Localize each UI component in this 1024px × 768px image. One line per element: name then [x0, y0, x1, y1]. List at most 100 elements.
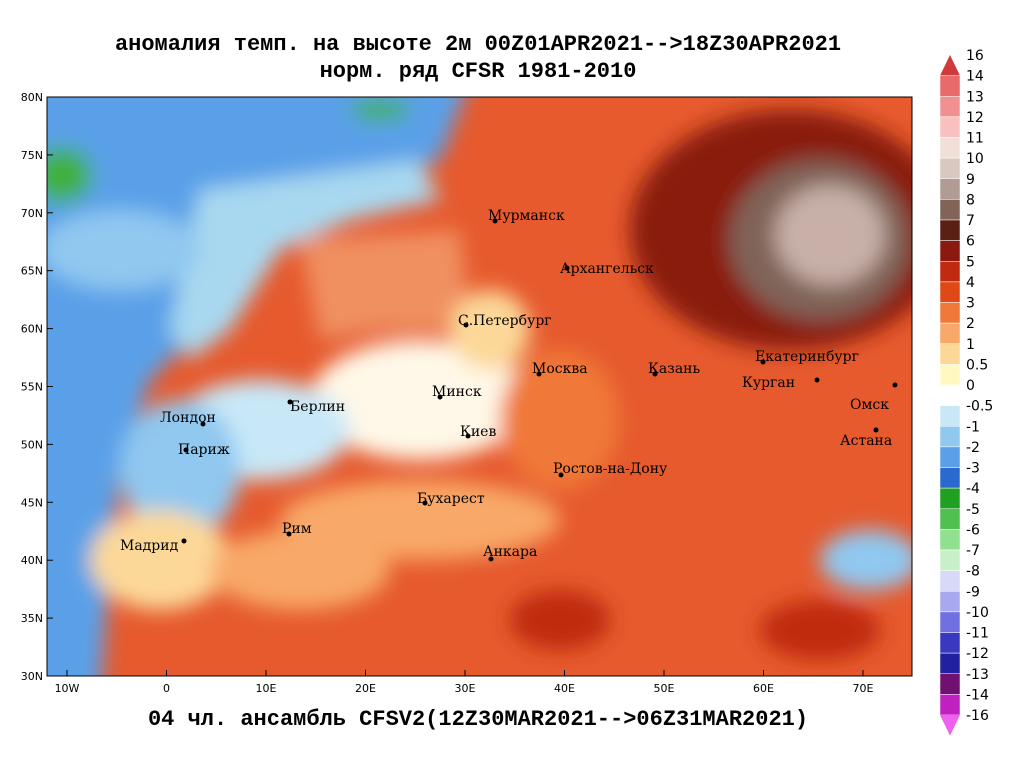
city-dot: [200, 421, 206, 427]
cities: Мурманск Архангельск С.Петербург Москва Каза…: [120, 208, 898, 562]
city-label: Мурманск: [488, 208, 565, 224]
lon-label: 10E: [256, 682, 277, 695]
colorbar-cap: [940, 55, 960, 76]
city-label: Берлин: [290, 399, 345, 415]
lon-label: 70E: [853, 682, 874, 695]
colorbar-box: [939, 508, 961, 530]
lat-label: 40N: [21, 554, 43, 567]
colorbar-box: [939, 446, 961, 468]
colorbar-label: -6: [966, 522, 980, 538]
colorbar-box: [939, 529, 961, 551]
colorbar-box: [939, 632, 961, 654]
city-dot: [814, 377, 820, 383]
colorbar-box: [939, 694, 961, 716]
colorbar-label: 1: [966, 337, 975, 353]
city-label: Ростов-на-Дону: [553, 461, 668, 477]
colorbar-box: [939, 384, 961, 406]
colorbar-box: [939, 611, 961, 633]
colorbar-box: [939, 487, 961, 509]
city-label: Астана: [840, 433, 892, 449]
colorbar-box: [939, 322, 961, 344]
colorbar-box: [939, 219, 961, 241]
colorbar-label: 12: [966, 110, 984, 126]
lat-label: 55N: [21, 381, 43, 394]
city-dot: [492, 218, 498, 224]
city-label: Анкара: [483, 544, 537, 560]
colorbar-label: -12: [966, 646, 989, 662]
city-label: Казань: [648, 361, 700, 377]
city-label: Минск: [432, 384, 482, 400]
colorbar-label: -11: [966, 626, 989, 642]
city-dot: [652, 371, 658, 377]
lon-label: 30E: [455, 682, 476, 695]
colorbar-label: 0: [966, 378, 975, 394]
lat-label: 30N: [21, 670, 43, 683]
lon-label: 20E: [355, 682, 376, 695]
axes: 80N 75N 70N 65N 60N 55N 50N 45N 40N 35N 30N 10W 0 10E…: [21, 91, 874, 695]
lon-label: 0: [163, 682, 170, 695]
colorbar-label: 5: [966, 254, 975, 270]
lat-label: 65N: [21, 265, 43, 278]
city-label: Курган: [742, 375, 795, 391]
lat-label: 80N: [21, 91, 43, 104]
colorbar-label: -4: [966, 481, 980, 497]
city-label: Париж: [178, 442, 230, 458]
colorbar-label: 0.5: [966, 357, 988, 373]
colorbar-box: [939, 549, 961, 571]
colorbar-label: -13: [966, 667, 989, 683]
colorbar-label: 11: [966, 131, 984, 147]
city-dot: [465, 433, 471, 439]
colorbar-box: [939, 405, 961, 427]
colorbar-box: [939, 673, 961, 695]
colorbar-label: -0.5: [966, 399, 993, 415]
city-label: Лондон: [160, 410, 216, 426]
colorbar-box: [939, 591, 961, 613]
colorbar-box: [939, 426, 961, 448]
city-label: Москва: [532, 361, 588, 377]
lat-label: 70N: [21, 207, 43, 220]
colorbar-label: 3: [966, 296, 975, 312]
colorbar-label: 13: [966, 89, 984, 105]
colorbar-label: 9: [966, 172, 975, 188]
colorbar-label: -8: [966, 564, 980, 580]
colorbar-label: 2: [966, 316, 975, 332]
colorbar-label: 6: [966, 234, 975, 250]
colorbar-box: [939, 652, 961, 674]
colorbar-label: -1: [966, 419, 980, 435]
colorbar-label: 16: [966, 48, 984, 64]
colorbar: 16 14 13 12 11 10 9 8 7 6 5 4 3 2 1 0.5 0 -0.5 -1 -2 -3 -4 -5 -…: [939, 48, 993, 736]
colorbar-box: [939, 281, 961, 303]
title-line2: норм. ряд CFSR 1981-2010: [320, 59, 637, 84]
city-dot: [181, 538, 187, 544]
city-label: С.Петербург: [458, 313, 552, 329]
city-label: Мадрид: [120, 538, 179, 554]
colorbar-box: [939, 157, 961, 179]
colorbar-label: 4: [966, 275, 975, 291]
city-dot: [760, 359, 766, 365]
colorbar-label: -16: [966, 708, 989, 724]
city-dot: [287, 399, 293, 405]
city-dot: [488, 556, 494, 562]
colorbar-box: [939, 570, 961, 592]
colorbar-label: 8: [966, 192, 975, 208]
lon-label: 60E: [753, 682, 774, 695]
colorbar-box: [939, 302, 961, 324]
city-dot: [892, 382, 898, 388]
city-dot: [437, 394, 443, 400]
city-dot: [422, 500, 428, 506]
colorbar-label: -5: [966, 502, 980, 518]
colorbar-box: [939, 467, 961, 489]
lat-label: 35N: [21, 612, 43, 625]
title-line1: аномалия темп. на высоте 2м 00Z01APR2021…: [115, 32, 841, 57]
colorbar-box: [939, 75, 961, 97]
colorbar-label: 14: [966, 69, 984, 85]
colorbar-box: [939, 364, 961, 386]
lat-label: 75N: [21, 149, 43, 162]
colorbar-box: [939, 343, 961, 365]
colorbar-label: -10: [966, 605, 989, 621]
colorbar-box: [939, 199, 961, 221]
colorbar-cap: [940, 715, 960, 736]
city-dot: [558, 472, 564, 478]
lat-label: 50N: [21, 438, 43, 451]
